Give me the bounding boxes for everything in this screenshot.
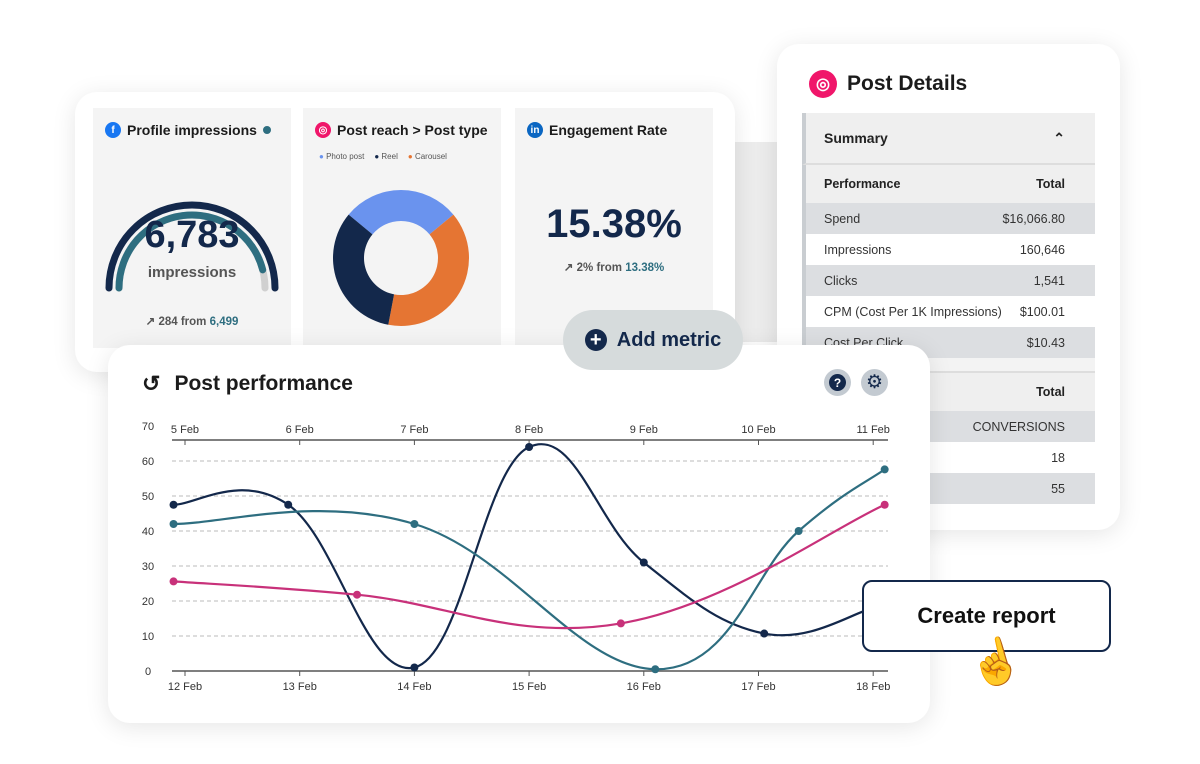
data-point xyxy=(284,500,293,509)
row-label: Impressions xyxy=(824,242,892,257)
post-performance-card: ↺ Post performance ? ⚙ 0 10 20 30 40 50 60 70 12 … xyxy=(108,345,930,723)
table-header: Performance Total xyxy=(802,165,1095,203)
profile-impressions-widget[interactable]: f Profile impressions 6,783 impressions ↗… xyxy=(93,108,291,348)
summary-toggle[interactable]: Summary ⌃ xyxy=(802,113,1095,165)
data-point xyxy=(639,558,648,567)
engagement-rate-widget[interactable]: in Engagement Rate 15.38% ↗ 2% from 13.38… xyxy=(515,108,713,348)
x-tick-label-bottom: 16 Feb xyxy=(627,681,661,693)
instagram-icon: ◎ xyxy=(315,122,331,138)
table-row: CPM (Cost Per 1K Impressions) $100.01 xyxy=(802,296,1095,327)
gauge xyxy=(105,201,279,292)
row-value: 1,541 xyxy=(1033,273,1065,288)
linkedin-icon: in xyxy=(527,122,543,138)
row-label: Spend xyxy=(824,211,861,226)
widget-title: Profile impressions xyxy=(127,122,257,138)
donut-slice-reel xyxy=(333,214,395,325)
instagram-icon: ◎ xyxy=(809,70,837,98)
donut-chart xyxy=(333,190,469,326)
x-tick-label-top: 9 Feb xyxy=(630,424,658,436)
x-tick-label-top: 8 Feb xyxy=(515,424,543,436)
widget-title: Post reach > Post type xyxy=(337,122,488,138)
data-point xyxy=(651,665,660,674)
y-tick-label: 70 xyxy=(142,421,154,433)
data-point xyxy=(616,619,625,628)
row-value: CONVERSIONS xyxy=(972,419,1065,434)
row-label: CPM (Cost Per 1K Impressions) xyxy=(824,304,1002,319)
help-button[interactable]: ? xyxy=(824,369,851,396)
y-tick-label: 20 xyxy=(142,596,154,608)
y-tick-label: 10 xyxy=(142,631,154,643)
data-point xyxy=(169,577,178,586)
row-value: $10.43 xyxy=(1026,335,1065,350)
donut-slice-photo-post xyxy=(348,190,454,235)
data-point xyxy=(353,590,362,599)
x-tick-label-top: 5 Feb xyxy=(171,424,199,436)
x-tick-label-top: 11 Feb xyxy=(856,424,889,436)
plus-icon: + xyxy=(584,329,607,351)
impressions-unit: impressions xyxy=(147,264,237,281)
engagement-change: ↗ 2% from 13.38% xyxy=(563,262,665,274)
row-label: Clicks xyxy=(824,273,858,288)
table-row: Clicks 1,541 xyxy=(802,265,1095,296)
y-tick-label: 60 xyxy=(142,456,154,468)
legend-item: ● Reel xyxy=(374,152,398,161)
impressions-value: 6,783 xyxy=(144,214,240,256)
create-report-button[interactable]: Create report xyxy=(862,580,1111,652)
metrics-card: f Profile impressions 6,783 impressions ↗… xyxy=(75,92,735,372)
row-value: $100.01 xyxy=(1019,304,1065,319)
widget-title: Engagement Rate xyxy=(549,122,668,138)
card-title: Post Details xyxy=(847,72,968,95)
row-value: 55 xyxy=(1051,481,1065,496)
data-point xyxy=(169,520,178,528)
data-point xyxy=(794,527,803,535)
row-value: $16,066.80 xyxy=(1002,211,1065,226)
x-tick-label-bottom: 14 Feb xyxy=(397,681,431,693)
line-chart: 0 10 20 30 40 50 60 70 12 Feb 5 Feb 13 Feb 6 Feb 14 … xyxy=(142,421,890,693)
facebook-icon: f xyxy=(105,122,121,138)
row-value: 160,646 xyxy=(1019,242,1065,257)
post-reach-widget[interactable]: ◎ Post reach > Post type ● Photo post ● R… xyxy=(303,108,501,348)
donut-legend: ● Photo post ● Reel ● Carousel xyxy=(319,152,447,161)
x-tick-label-bottom: 15 Feb xyxy=(512,681,546,693)
legend-item: ● Carousel xyxy=(407,152,447,161)
table-row: Spend $16,066.80 xyxy=(802,203,1095,234)
engagement-value: 15.38% xyxy=(546,202,682,246)
y-tick-label: 30 xyxy=(142,561,154,573)
data-point xyxy=(760,629,769,638)
settings-button[interactable]: ⚙ xyxy=(861,369,888,396)
y-tick-label: 0 xyxy=(145,666,151,678)
data-point xyxy=(525,443,534,451)
series-line-0 xyxy=(173,443,874,670)
data-point xyxy=(880,465,889,474)
table-row: Cost Per Click $10.43 xyxy=(802,327,1095,358)
help-icon: ? xyxy=(829,374,846,391)
legend-item: ● Photo post xyxy=(319,152,365,161)
y-tick-label: 40 xyxy=(142,526,154,538)
x-tick-label-top: 6 Feb xyxy=(286,424,314,436)
backdrop-panel xyxy=(735,142,777,342)
series-line-2 xyxy=(173,503,886,630)
data-point xyxy=(410,663,419,672)
add-metric-button[interactable]: + Add metric xyxy=(563,310,743,370)
x-tick-label-bottom: 17 Feb xyxy=(741,681,775,693)
x-tick-label-bottom: 13 Feb xyxy=(283,681,317,693)
x-tick-label-bottom: 18 Feb xyxy=(856,681,890,693)
gear-icon: ⚙ xyxy=(865,372,884,393)
card-title: Post performance xyxy=(174,372,353,395)
status-dot xyxy=(262,126,271,134)
series-line-1 xyxy=(173,468,886,671)
donut-slice-carousel xyxy=(388,214,469,326)
chevron-up-icon: ⌃ xyxy=(1053,129,1065,146)
table-row: Impressions 160,646 xyxy=(802,234,1095,265)
data-point xyxy=(880,500,889,509)
x-tick-label-bottom: 12 Feb xyxy=(168,681,202,693)
x-tick-label-top: 10 Feb xyxy=(741,424,775,436)
row-value: 18 xyxy=(1051,450,1065,465)
x-tick-label-top: 7 Feb xyxy=(400,424,428,436)
chart-logo-icon: ↺ xyxy=(142,371,161,396)
data-point xyxy=(169,500,178,509)
impressions-change: ↗ 284 from 6,499 xyxy=(145,316,239,328)
y-tick-label: 50 xyxy=(142,491,154,503)
data-point xyxy=(410,520,419,528)
